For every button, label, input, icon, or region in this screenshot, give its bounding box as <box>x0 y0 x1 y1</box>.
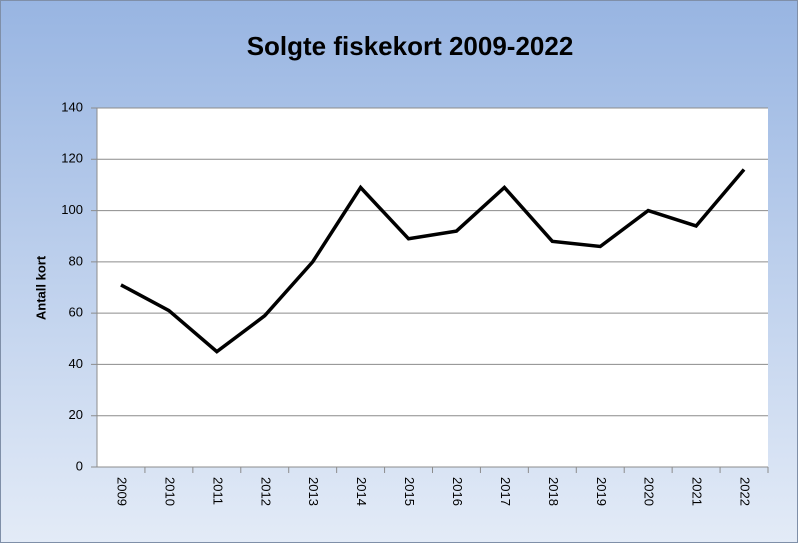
x-tick-label: 2019 <box>594 477 609 506</box>
x-tick-label: 2013 <box>306 477 321 506</box>
x-tick-label: 2010 <box>162 477 177 506</box>
x-tick-label: 2015 <box>402 477 417 506</box>
plot-area <box>97 108 768 467</box>
chart-title: Solgte fiskekort 2009-2022 <box>247 31 574 61</box>
y-tick-label: 20 <box>69 407 83 422</box>
y-tick-label: 0 <box>76 458 83 473</box>
y-axis-label: Antall kort <box>33 255 48 320</box>
y-tick-label: 80 <box>69 253 83 268</box>
x-tick-label: 2009 <box>115 477 130 506</box>
x-tick-label: 2012 <box>258 477 273 506</box>
x-tick-label: 2016 <box>450 477 465 506</box>
data-line <box>120 168 746 354</box>
x-tick-label: 2022 <box>738 477 753 506</box>
y-tick-label: 100 <box>61 202 83 217</box>
y-tick-label: 120 <box>61 151 83 166</box>
x-tick-label: 2014 <box>354 477 369 506</box>
x-tick-label: 2021 <box>690 477 705 506</box>
x-tick-label: 2011 <box>210 477 225 505</box>
x-tick-label: 2017 <box>498 477 513 506</box>
y-tick-label: 40 <box>69 356 83 371</box>
x-tick-label: 2018 <box>546 477 561 506</box>
y-tick-label: 140 <box>61 99 83 114</box>
y-tick-label: 60 <box>69 305 83 320</box>
x-tick-label: 2020 <box>642 477 657 506</box>
